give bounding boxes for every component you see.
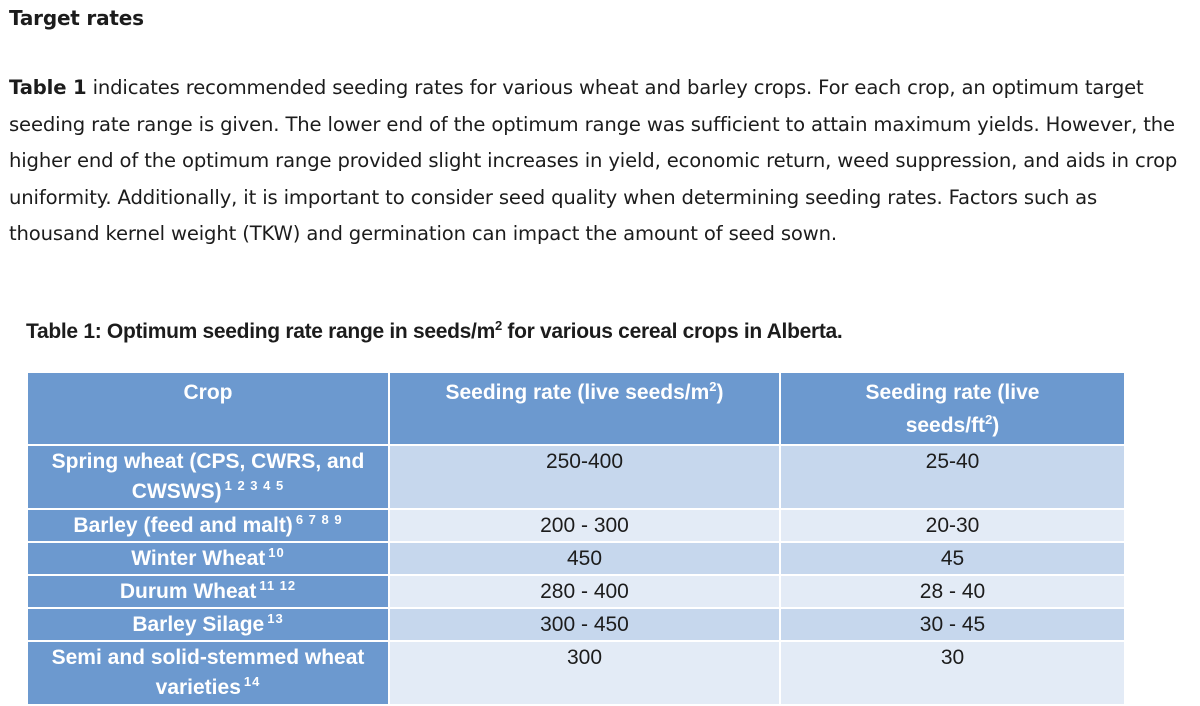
table-row: Winter Wheat 10 450 45: [26, 541, 1126, 576]
rate-ft2-cell: 28 - 40: [779, 574, 1126, 609]
crop-cell: Winter Wheat 10: [26, 541, 390, 576]
header-rate-ft2-sup: 2: [985, 412, 993, 427]
crop-refs: 13: [267, 611, 284, 626]
rate-m2-cell: 200 - 300: [388, 508, 781, 543]
header-crop: Crop: [26, 371, 390, 446]
header-rate-ft2: Seeding rate (live seeds/ft2): [779, 371, 1126, 446]
table-row: Spring wheat (CPS, CWRS, and CWSWS) 1 2 3…: [26, 444, 1126, 510]
rate-m2-cell: 450: [388, 541, 781, 576]
header-rate-ft2-end: ): [992, 414, 1000, 437]
crop-name: Semi and solid-stemmed wheat varieties: [51, 646, 365, 699]
paragraph-lead: Table 1: [9, 76, 87, 99]
crop-refs: 11 12: [259, 578, 297, 593]
rate-ft2-cell: 45: [779, 541, 1126, 576]
intro-paragraph: Table 1 indicates recommended seeding ra…: [9, 70, 1189, 253]
crop-name: Barley Silage: [132, 613, 265, 636]
rate-m2-cell: 300 - 450: [388, 607, 781, 642]
crop-refs: 10: [268, 545, 285, 560]
rate-m2-cell: 300: [388, 640, 781, 706]
header-rate-m2-end: ): [716, 381, 724, 404]
paragraph-body: indicates recommended seeding rates for …: [9, 76, 1178, 246]
crop-cell: Barley Silage 13: [26, 607, 390, 642]
rate-ft2-cell: 30: [779, 640, 1126, 706]
rate-ft2-cell: 20-30: [779, 508, 1126, 543]
rate-ft2-cell: 25-40: [779, 444, 1126, 510]
caption-superscript: 2: [494, 318, 502, 333]
crop-refs: 6 7 8 9: [295, 512, 343, 527]
crop-cell: Barley (feed and malt) 6 7 8 9: [26, 508, 390, 543]
caption-text-end: for various cereal crops in Alberta.: [501, 320, 843, 343]
header-rate-ft2-text: Seeding rate (live seeds/ft: [865, 381, 1040, 437]
rate-ft2-cell: 30 - 45: [779, 607, 1126, 642]
table-caption: Table 1: Optimum seeding rate range in s…: [26, 318, 843, 344]
crop-cell: Durum Wheat 11 12: [26, 574, 390, 609]
crop-name: Barley (feed and malt): [73, 514, 293, 537]
table-header-row: Crop Seeding rate (live seeds/m2) Seedin…: [26, 371, 1126, 446]
crop-refs: 14: [243, 674, 261, 689]
rate-m2-cell: 250-400: [388, 444, 781, 510]
seeding-rate-table: Crop Seeding rate (live seeds/m2) Seedin…: [26, 371, 1126, 706]
crop-name: Winter Wheat: [131, 547, 266, 570]
header-rate-m2-text: Seeding rate (live seeds/m: [445, 381, 710, 404]
header-rate-m2: Seeding rate (live seeds/m2): [388, 371, 781, 446]
table-row: Semi and solid-stemmed wheat varieties 14…: [26, 640, 1126, 706]
crop-cell: Spring wheat (CPS, CWRS, and CWSWS) 1 2 3…: [26, 444, 390, 510]
rate-m2-cell: 280 - 400: [388, 574, 781, 609]
section-heading: Target rates: [9, 6, 144, 30]
caption-text: Table 1: Optimum seeding rate range in s…: [26, 320, 495, 343]
header-rate-m2-sup: 2: [709, 379, 717, 394]
crop-refs: 1 2 3 4 5: [224, 478, 285, 493]
table-row: Durum Wheat 11 12 280 - 400 28 - 40: [26, 574, 1126, 609]
table-row: Barley (feed and malt) 6 7 8 9 200 - 300 …: [26, 508, 1126, 543]
crop-name: Durum Wheat: [119, 580, 257, 603]
table-row: Barley Silage 13 300 - 450 30 - 45: [26, 607, 1126, 642]
crop-cell: Semi and solid-stemmed wheat varieties 14: [26, 640, 390, 706]
crop-name: Spring wheat (CPS, CWRS, and CWSWS): [51, 450, 365, 503]
